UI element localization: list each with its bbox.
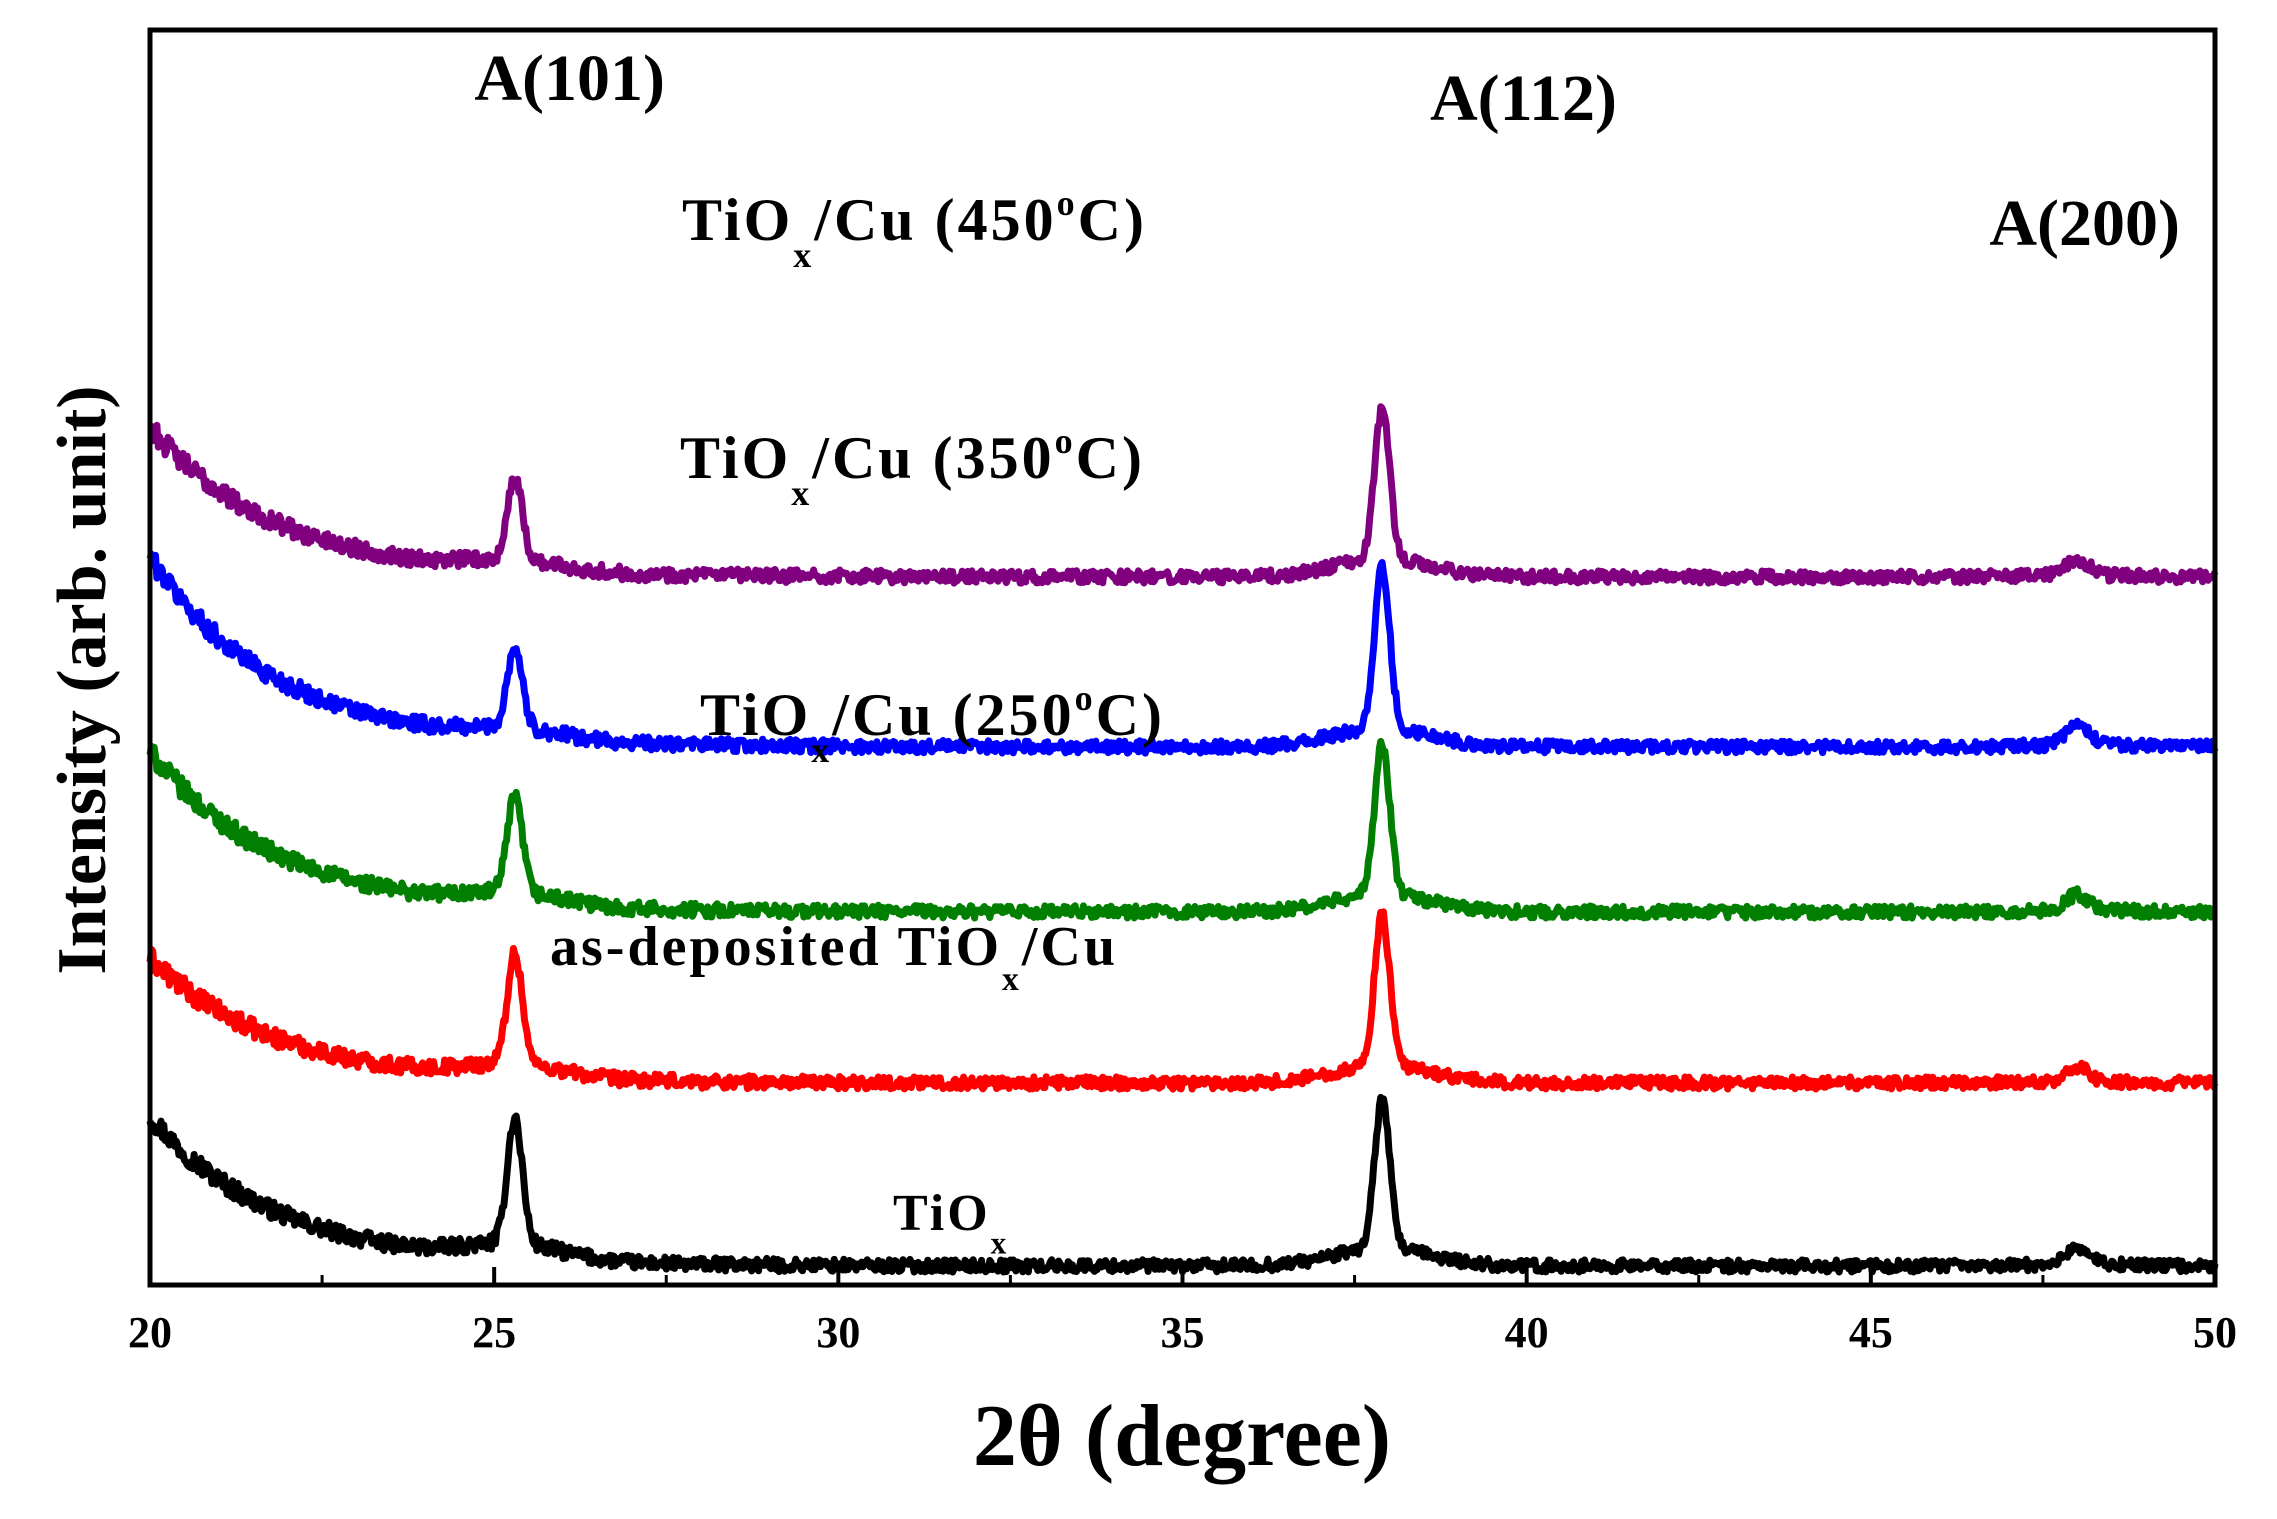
peak-label: A(112)	[1430, 62, 1617, 135]
series-label-sub: x	[793, 235, 814, 275]
series-label-suffix: /Cu (450	[813, 187, 1056, 253]
series-label-main: TiO	[893, 1185, 991, 1242]
series-line-0	[146, 1093, 2219, 1276]
series-line-2	[146, 738, 2218, 922]
x-tick-label: 30	[816, 1308, 860, 1357]
plot-frame	[147, 27, 2218, 1288]
series-label-end: C)	[1096, 682, 1165, 748]
series-label: TiOx	[893, 1185, 1009, 1260]
series-label: TiOx/Cu (350oC)	[680, 421, 1145, 513]
x-tick-label: 40	[1505, 1308, 1549, 1357]
series-label: TiOx/Cu (250oC)	[700, 678, 1165, 770]
y-axis-label: Intensity (arb. unit)	[44, 385, 121, 974]
series-label-main: as-deposited TiO	[550, 916, 1002, 978]
peak-label: A(101)	[474, 42, 665, 115]
x-axis-ticks: 20 25 30 35 40 45 50	[128, 1267, 2237, 1357]
series-label-sup: o	[1055, 421, 1076, 461]
series-label-sub: x	[811, 730, 832, 770]
series-label: as-deposited TiOx/Cu	[550, 916, 1118, 998]
series-layer	[146, 403, 2219, 1276]
x-tick-label: 25	[472, 1308, 516, 1357]
series-label-sub: x	[1002, 961, 1022, 998]
series-label-sub: x	[791, 473, 812, 513]
series-label-suffix: /Cu (250	[831, 682, 1074, 748]
series-line-4	[147, 403, 2219, 587]
x-tick-label: 20	[128, 1308, 172, 1357]
series-label-sup: o	[1057, 183, 1078, 223]
series-label-suffix: /Cu	[1021, 916, 1118, 978]
series-label-main: TiO	[680, 425, 791, 491]
series-label-suffix: /Cu (350	[811, 425, 1054, 491]
x-tick-label: 50	[2193, 1308, 2237, 1357]
series-label-end: C)	[1078, 187, 1147, 253]
series-label-main: TiO	[682, 187, 793, 253]
x-tick-label: 45	[1849, 1308, 1893, 1357]
series-line-1	[146, 908, 2219, 1093]
x-tick-label: 35	[1161, 1308, 1205, 1357]
series-label-end: C)	[1076, 425, 1145, 491]
series-label: TiOx/Cu (450oC)	[682, 183, 1147, 275]
series-line-3	[146, 550, 2219, 757]
series-label-sub: x	[991, 1225, 1010, 1260]
x-axis-label: 2θ (degree)	[973, 1388, 1391, 1485]
series-label-sup: o	[1075, 678, 1096, 718]
peak-label: A(200)	[1989, 187, 2180, 260]
series-label-main: TiO	[700, 682, 811, 748]
